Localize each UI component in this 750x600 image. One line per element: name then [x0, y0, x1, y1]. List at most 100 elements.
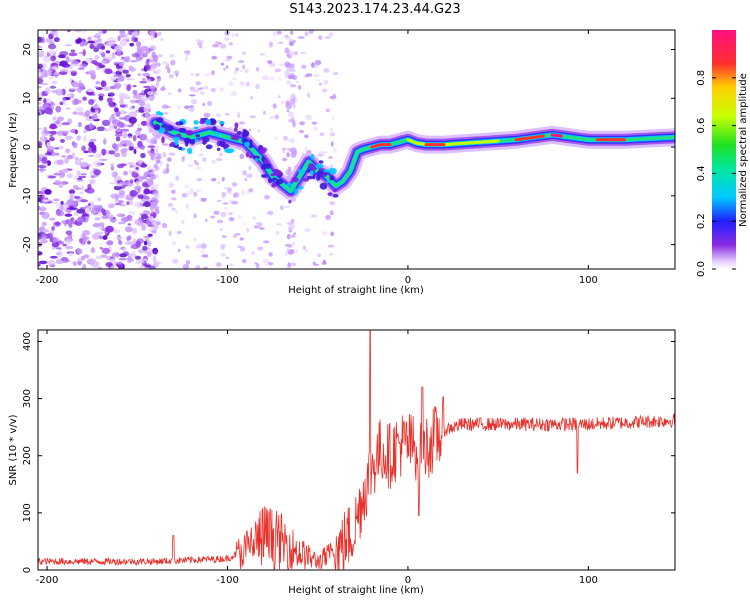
- spectrogram-noise-blob: [267, 262, 274, 266]
- spectrogram-noise-blob: [74, 158, 82, 166]
- spectrogram-noise-blob: [147, 240, 152, 247]
- spectrogram-noise-blob: [64, 157, 69, 164]
- snr-y-tick-label: 0: [22, 567, 33, 573]
- spectrogram-noise-blob: [203, 85, 209, 90]
- spectrogram-noise-blob: [38, 86, 43, 89]
- spectrogram-noise-blob: [276, 30, 282, 35]
- spectrogram-noise-blob: [238, 121, 245, 125]
- spectrogram-noise-blob: [248, 188, 254, 193]
- spectrogram-noise-blob: [200, 197, 207, 202]
- spectrogram-noise-blob: [226, 55, 233, 60]
- spectrogram-noise-blob: [91, 233, 101, 240]
- spectrogram-noise-blob: [262, 75, 269, 80]
- spectrogram-noise-blob: [38, 141, 43, 147]
- spectrogram-noise-blob: [49, 255, 58, 259]
- spectrogram-noise-blob: [318, 35, 323, 40]
- spectrogram-noise-blob: [189, 86, 196, 91]
- snr-y-axis: 0 100 200 300 400: [22, 332, 675, 573]
- spectrogram-noise-blob: [286, 80, 292, 86]
- spectrogram-noise-blob: [288, 51, 295, 56]
- spectrogram-noise-blob: [185, 245, 190, 249]
- spectrogram-noise-blob: [129, 179, 134, 184]
- spectrogram-noise-blob: [305, 114, 312, 118]
- spectrogram-noise-blob: [284, 266, 291, 269]
- spectrogram-noise-blob: [114, 252, 120, 258]
- spectrogram-noise-blob: [56, 159, 65, 166]
- spectrogram-noise-blob: [196, 41, 203, 46]
- spectrogram-noise-blob: [147, 96, 154, 100]
- spectrogram-noise-blob: [65, 148, 71, 154]
- spectrogram-noise-blob: [324, 151, 327, 154]
- spectrogram-noise-blob: [144, 258, 147, 261]
- spectrogram-noise-blob: [144, 264, 151, 268]
- spectrogram-noise-blob: [114, 107, 119, 113]
- spectrogram-noise-blob: [105, 225, 114, 233]
- spectrogram-noise-blob: [102, 86, 111, 91]
- spectrogram-noise-blob: [264, 263, 268, 266]
- spectrogram-noise-blob: [131, 250, 136, 257]
- snr-y-tick-label: 200: [22, 446, 33, 465]
- spectrogram-noise-blob: [97, 197, 101, 202]
- spectrogram-noise-blob: [41, 156, 48, 164]
- spectrogram-noise-blob: [122, 69, 129, 74]
- spectrogram-noise-blob: [153, 193, 160, 199]
- spectrogram-noise-blob: [239, 153, 244, 160]
- spectrogram-noise-blob: [282, 150, 286, 154]
- spectrogram-noise-blob: [190, 99, 198, 105]
- spectrogram-noise-blob: [238, 214, 242, 219]
- spectrogram-noise-blob: [149, 45, 156, 51]
- spectrogram-noise-blob: [223, 207, 229, 210]
- spectrogram-noise-blob: [290, 138, 295, 144]
- spectrogram-ridge-blob: [287, 182, 292, 187]
- spectrogram-noise-blob: [155, 173, 159, 179]
- spectrogram-noise-blob: [95, 82, 101, 85]
- spectrogram-noise-blob: [285, 100, 290, 106]
- spectrogram-noise-blob: [242, 170, 247, 176]
- spectrogram-ridge-blob: [272, 177, 278, 181]
- spectrogram-noise-blob: [185, 203, 189, 209]
- spectrogram-noise-blob: [137, 73, 141, 76]
- spectrogram-noise-blob: [107, 92, 115, 97]
- spectrogram-noise-blob: [83, 41, 88, 46]
- spectrogram-noise-blob: [231, 182, 238, 187]
- spectrogram-noise-blob: [188, 106, 195, 112]
- spectrogram-ridge-blob: [242, 130, 250, 137]
- spectrogram-ridge-blob: [316, 175, 321, 181]
- spectrogram-noise-blob: [257, 129, 261, 133]
- spectrogram-noise-blob: [82, 230, 91, 236]
- spectrogram-noise-blob: [71, 152, 75, 158]
- spectrogram-noise-blob: [62, 97, 66, 102]
- spectrogram-noise-blob: [129, 42, 134, 47]
- spectrogram-noise-blob: [53, 65, 59, 68]
- spectrogram-ridge-blob: [216, 147, 221, 151]
- spectrogram-noise-blob: [143, 240, 148, 246]
- spectrogram-noise-blob: [283, 135, 288, 141]
- snr-x-tick-label: 0: [405, 575, 411, 586]
- spectrogram-noise-blob: [76, 208, 86, 214]
- spectrogram-noise-blob: [38, 168, 47, 171]
- spectrogram-noise-blob: [87, 240, 91, 245]
- spectrogram-noise-blob: [97, 212, 102, 217]
- spectrogram-noise-blob: [323, 68, 330, 73]
- spectrogram-noise-blob: [231, 33, 235, 38]
- spectrogram-noise-blob: [117, 221, 126, 225]
- spectrogram-ridge-blob: [326, 180, 331, 184]
- spectrogram-ridge-blob: [249, 139, 253, 146]
- spectrogram-noise-blob: [129, 165, 134, 168]
- spectrogram-noise-blob: [143, 103, 151, 110]
- spectrogram-noise-blob: [75, 187, 82, 190]
- spectrogram-ridge-blob: [241, 138, 249, 143]
- spectrogram-noise-blob: [153, 250, 158, 254]
- spectrogram-noise-blob: [312, 64, 318, 69]
- spectrogram-noise-blob: [90, 174, 96, 179]
- spectrogram-noise-blob: [100, 60, 107, 63]
- spectrogram-noise-blob: [190, 73, 194, 76]
- spectrogram-noise-blob: [68, 189, 76, 195]
- spectrogram-noise-blob: [75, 107, 84, 112]
- spectrogram-noise-blob: [72, 111, 78, 115]
- spectrogram-noise-blob: [115, 194, 119, 201]
- spectrogram-ridge-blob: [318, 160, 324, 164]
- spectrogram-noise-blob: [55, 60, 60, 64]
- spectrogram-noise-blob: [147, 145, 156, 149]
- spectrogram-noise-blob: [286, 152, 290, 158]
